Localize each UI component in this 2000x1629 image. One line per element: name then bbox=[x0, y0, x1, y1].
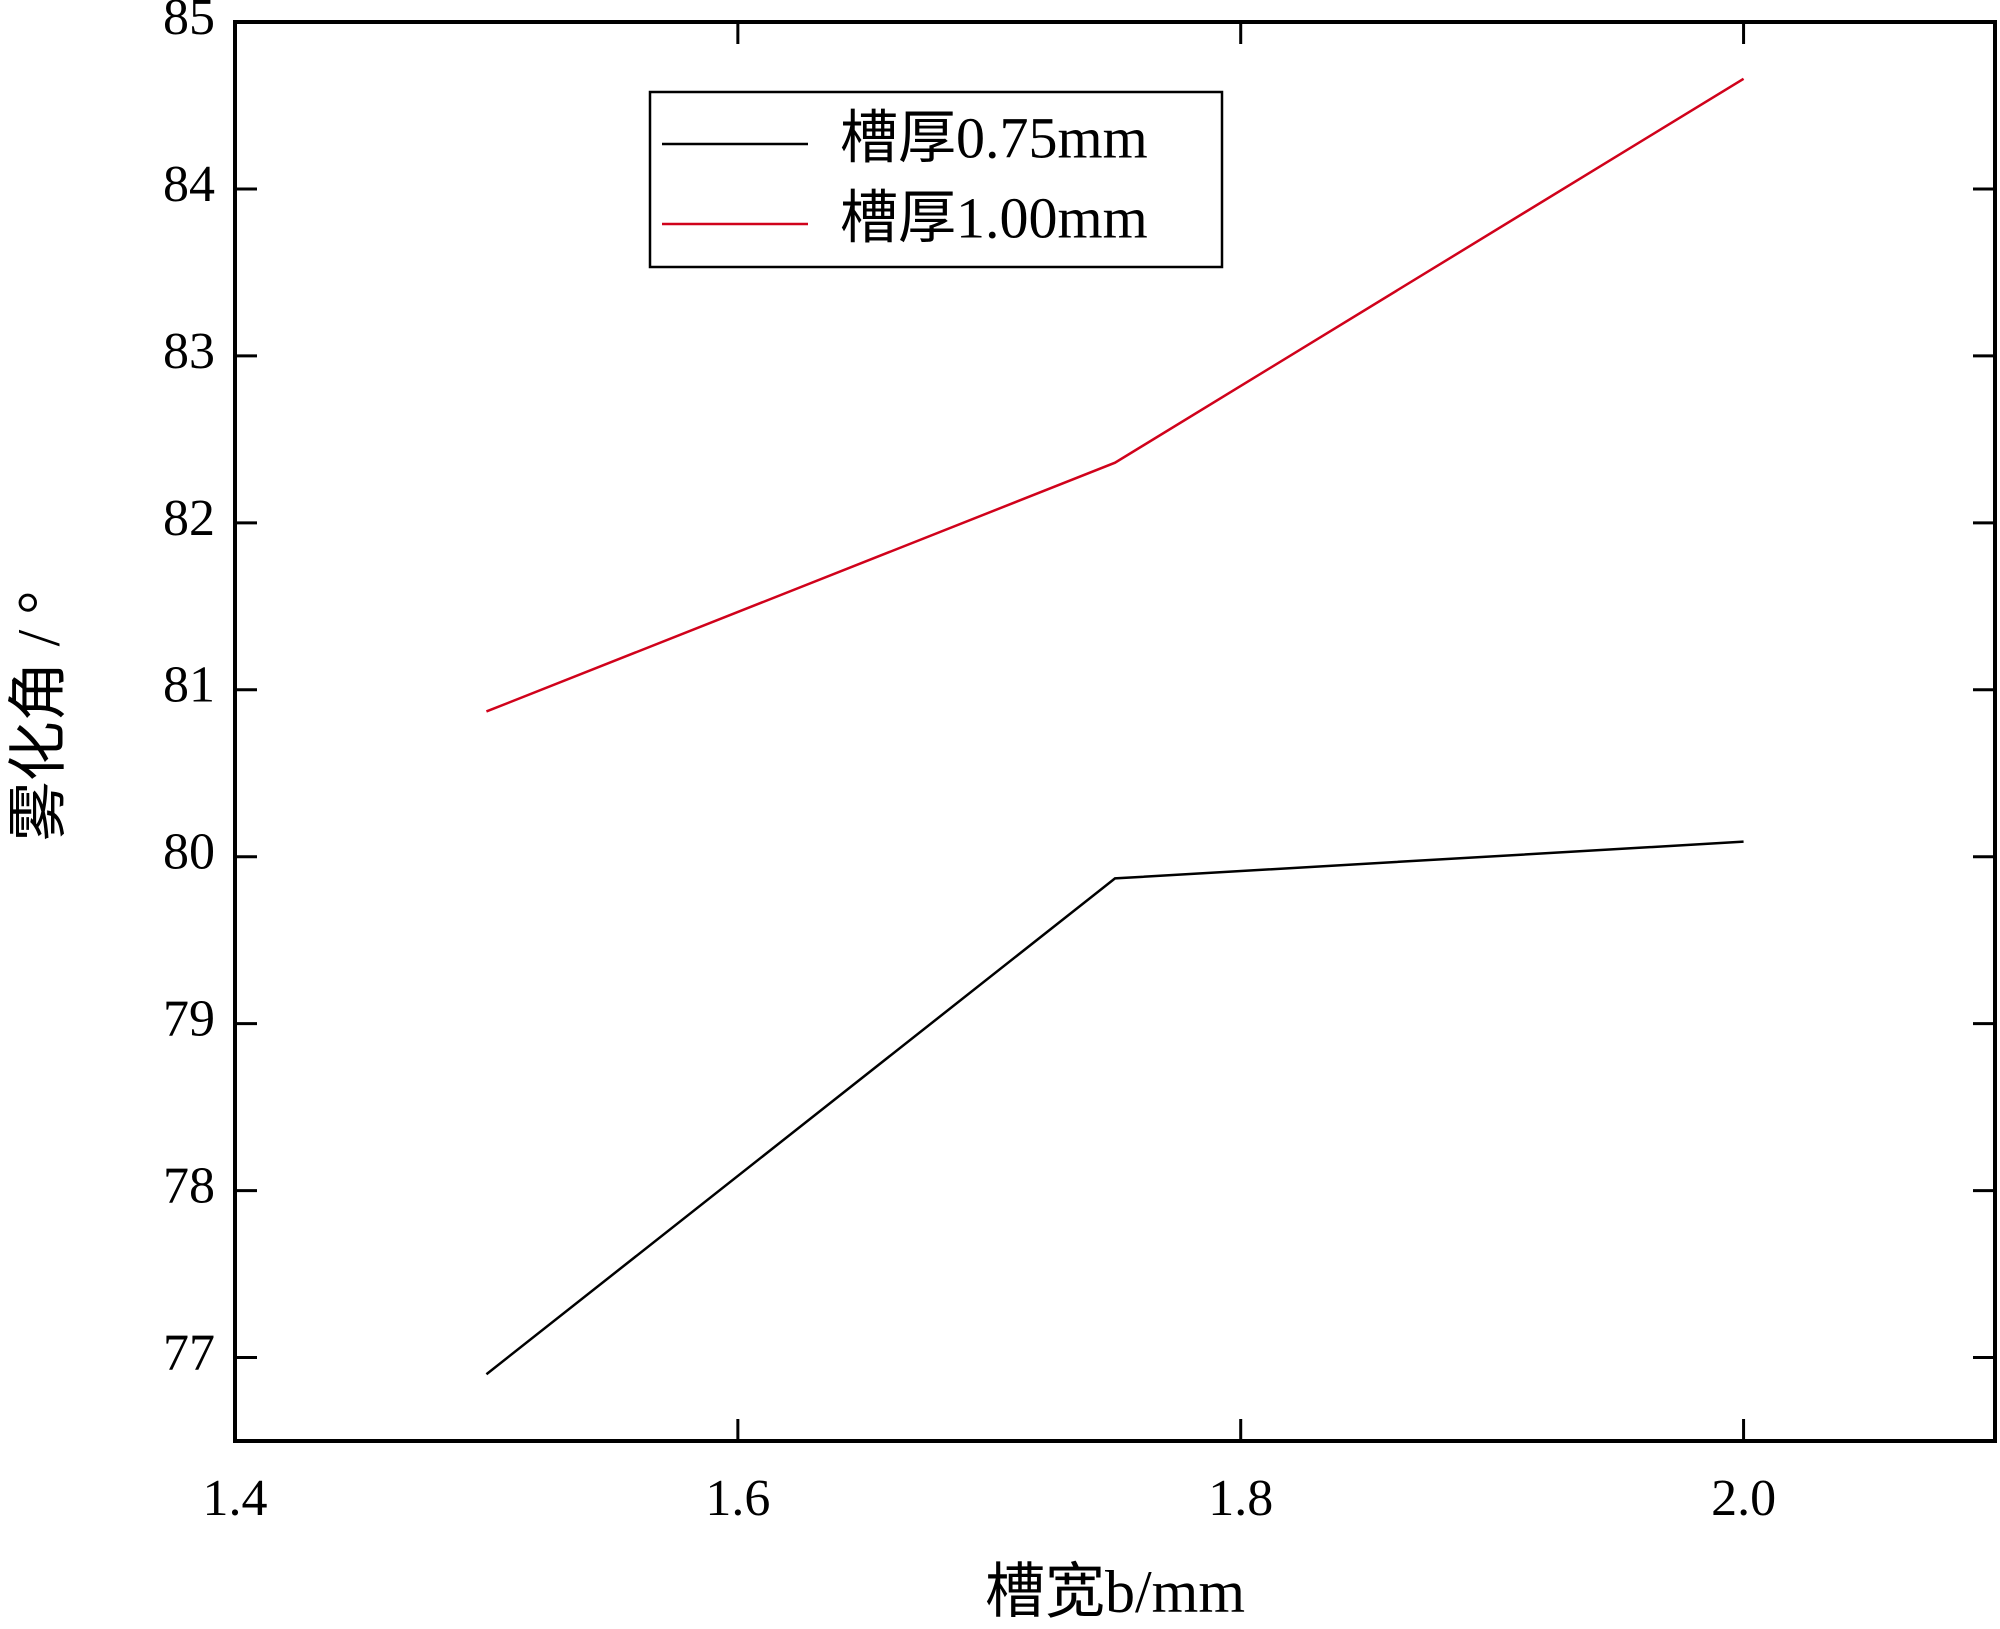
y-tick-label: 81 bbox=[163, 657, 215, 714]
plot-frame bbox=[233, 20, 1997, 1443]
y-tick-label: 85 bbox=[163, 0, 215, 46]
series-line bbox=[485, 840, 1744, 1376]
y-tick-label: 79 bbox=[163, 991, 215, 1048]
x-tick-label: 1.6 bbox=[705, 1470, 770, 1527]
legend-box bbox=[648, 90, 1224, 269]
legend-label: 槽厚0.75mm bbox=[840, 105, 1148, 170]
y-axis-label: 雾化角 / ° bbox=[6, 591, 72, 842]
x-tick-label: 1.8 bbox=[1208, 1470, 1273, 1527]
series-line bbox=[485, 77, 1745, 713]
legend-label: 槽厚1.00mm bbox=[840, 185, 1148, 250]
y-tick-label: 83 bbox=[163, 323, 215, 380]
y-tick-label: 80 bbox=[163, 824, 215, 881]
x-tick-label: 1.4 bbox=[203, 1470, 268, 1527]
x-axis-label: 槽宽b/mm bbox=[985, 1559, 1245, 1625]
y-tick-label: 82 bbox=[163, 490, 215, 547]
y-tick-label: 77 bbox=[163, 1324, 215, 1381]
x-tick-label: 2.0 bbox=[1711, 1470, 1776, 1527]
y-tick-label: 78 bbox=[163, 1158, 215, 1215]
y-tick-label: 84 bbox=[163, 156, 215, 213]
